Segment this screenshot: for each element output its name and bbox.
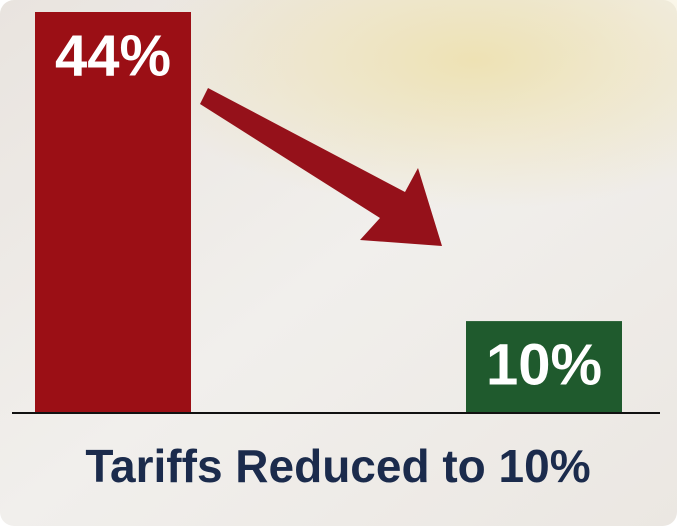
bar bbox=[35, 12, 191, 412]
bar bbox=[466, 321, 622, 412]
arrow bbox=[200, 88, 442, 246]
chart-title: Tariffs Reduced to 10% bbox=[85, 440, 590, 492]
value-label: 10% bbox=[486, 332, 602, 397]
value-label: 44% bbox=[55, 23, 171, 88]
